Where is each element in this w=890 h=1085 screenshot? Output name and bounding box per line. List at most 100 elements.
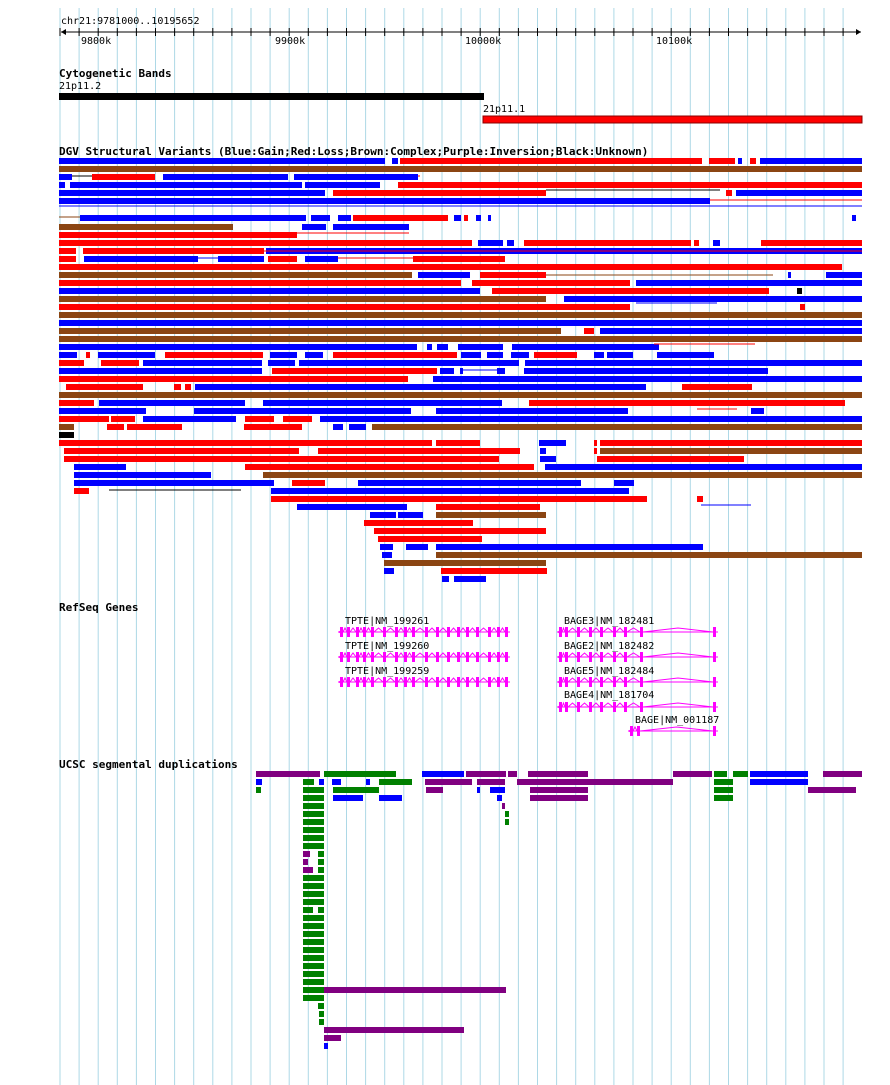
gene-bage-exon[interactable] [640,677,643,687]
segdup-feature[interactable] [517,779,673,785]
segdup-feature[interactable] [319,1019,324,1025]
gene-tpte-hat[interactable] [397,627,405,633]
gene-tpte-hat[interactable] [427,627,437,633]
segdup-feature[interactable] [379,779,412,785]
dgv-variant[interactable] [433,376,862,382]
segdup-feature[interactable] [528,771,588,777]
segdup-feature[interactable] [303,779,314,785]
gene-tpte-hat[interactable] [358,651,364,658]
segdup-feature[interactable] [303,811,324,817]
gene-tpte-exon[interactable] [395,677,398,687]
gene-tpte-hat[interactable] [397,652,405,658]
dgv-variant[interactable] [66,384,143,390]
dgv-variant[interactable] [297,504,407,510]
dgv-variant[interactable] [378,536,482,542]
gene-tpte-exon[interactable] [488,652,491,662]
gene-tpte-hat[interactable] [397,677,405,683]
dgv-variant[interactable] [800,304,805,310]
segdup-feature[interactable] [714,787,733,793]
segdup-feature[interactable] [318,851,324,857]
dgv-variant[interactable] [441,568,547,574]
gene-tpte-hat[interactable] [349,627,357,633]
gene-tpte-exon[interactable] [356,652,359,662]
segdup-feature[interactable] [490,787,505,793]
segdup-feature[interactable] [318,907,324,913]
dgv-variant[interactable] [299,360,519,366]
dgv-variant[interactable] [478,240,503,246]
dgv-variant[interactable] [194,408,411,414]
dgv-variant[interactable] [380,544,393,550]
dgv-variant[interactable] [292,480,325,486]
gene-tpte-exon[interactable] [347,652,350,662]
gene-bage-exon[interactable] [600,702,603,712]
dgv-variant[interactable] [413,256,505,262]
dgv-variant[interactable] [59,232,297,238]
dgv-variant[interactable] [59,198,710,204]
gene-bage-hat[interactable] [591,652,601,658]
dgv-variant[interactable] [59,432,74,438]
gene-tpte-hat[interactable] [490,627,498,633]
gene-bage-hat[interactable] [615,702,625,708]
gene-bage-exon[interactable] [637,726,640,736]
dgv-variant[interactable] [59,272,412,278]
segdup-feature[interactable] [303,787,324,793]
dgv-variant[interactable] [318,448,520,454]
dgv-variant[interactable] [195,384,262,390]
gene-bage-exon[interactable] [589,627,592,637]
dgv-variant[interactable] [59,328,561,334]
dgv-variant[interactable] [372,424,862,430]
dgv-variant[interactable] [594,352,604,358]
dgv-variant[interactable] [436,544,703,550]
gene-tpte-exon[interactable] [425,652,428,662]
dgv-variant[interactable] [497,368,505,374]
gene-bage-exon[interactable] [624,677,627,687]
dgv-variant[interactable] [826,272,862,278]
gene-tpte-hat[interactable] [438,627,448,633]
segdup-feature[interactable] [319,779,324,785]
gene-bage-exon[interactable] [624,652,627,662]
dgv-variant[interactable] [564,296,862,302]
dgv-variant[interactable] [472,280,630,286]
dgv-variant[interactable] [614,480,634,486]
gene-tpte-hat[interactable] [349,677,357,683]
gene-bage-exon[interactable] [577,702,580,712]
dgv-variant[interactable] [320,416,862,422]
segdup-feature[interactable] [303,891,324,897]
strand-arrow-icon[interactable] [338,654,343,660]
gene-tpte-hat[interactable] [373,627,384,633]
gene-bage-hat[interactable] [567,702,578,708]
segdup-feature[interactable] [379,795,402,801]
gene-tpte-hat[interactable] [365,627,372,633]
dgv-variant[interactable] [487,352,503,358]
dgv-variant[interactable] [59,312,862,318]
dgv-variant[interactable] [143,360,262,366]
segdup-feature[interactable] [303,851,310,857]
segdup-feature[interactable] [505,819,509,825]
gene-bage-hat[interactable] [602,627,614,633]
gene-tpte-exon[interactable] [447,652,450,662]
dgv-variant[interactable] [406,544,428,550]
segdup-feature[interactable] [303,875,324,881]
dgv-variant[interactable] [338,215,351,221]
gene-tpte-hat[interactable] [414,627,426,633]
dgv-variant[interactable] [353,215,448,221]
gene-tpte-hat[interactable] [478,652,489,658]
gene-tpte-exon[interactable] [476,627,479,637]
gene-tpte-exon[interactable] [356,627,359,637]
dgv-variant[interactable] [682,384,752,390]
segdup-feature[interactable] [303,867,313,873]
dgv-variant[interactable] [418,272,470,278]
gene-tpte-exon[interactable] [383,627,386,637]
gene-bage-exon[interactable] [640,652,643,662]
gene-tpte-hat[interactable] [373,652,384,658]
gene-tpte-exon[interactable] [371,652,374,662]
dgv-variant[interactable] [507,240,514,246]
dgv-variant[interactable] [370,512,396,518]
gene-bage-exon[interactable] [565,627,568,637]
strand-arrow-icon[interactable] [557,704,562,710]
band-21p11-2[interactable] [59,93,484,100]
dgv-variant[interactable] [600,448,862,454]
gene-tpte-hat[interactable] [414,652,426,658]
dgv-variant[interactable] [597,456,744,462]
gene-bage-exon[interactable] [624,627,627,637]
